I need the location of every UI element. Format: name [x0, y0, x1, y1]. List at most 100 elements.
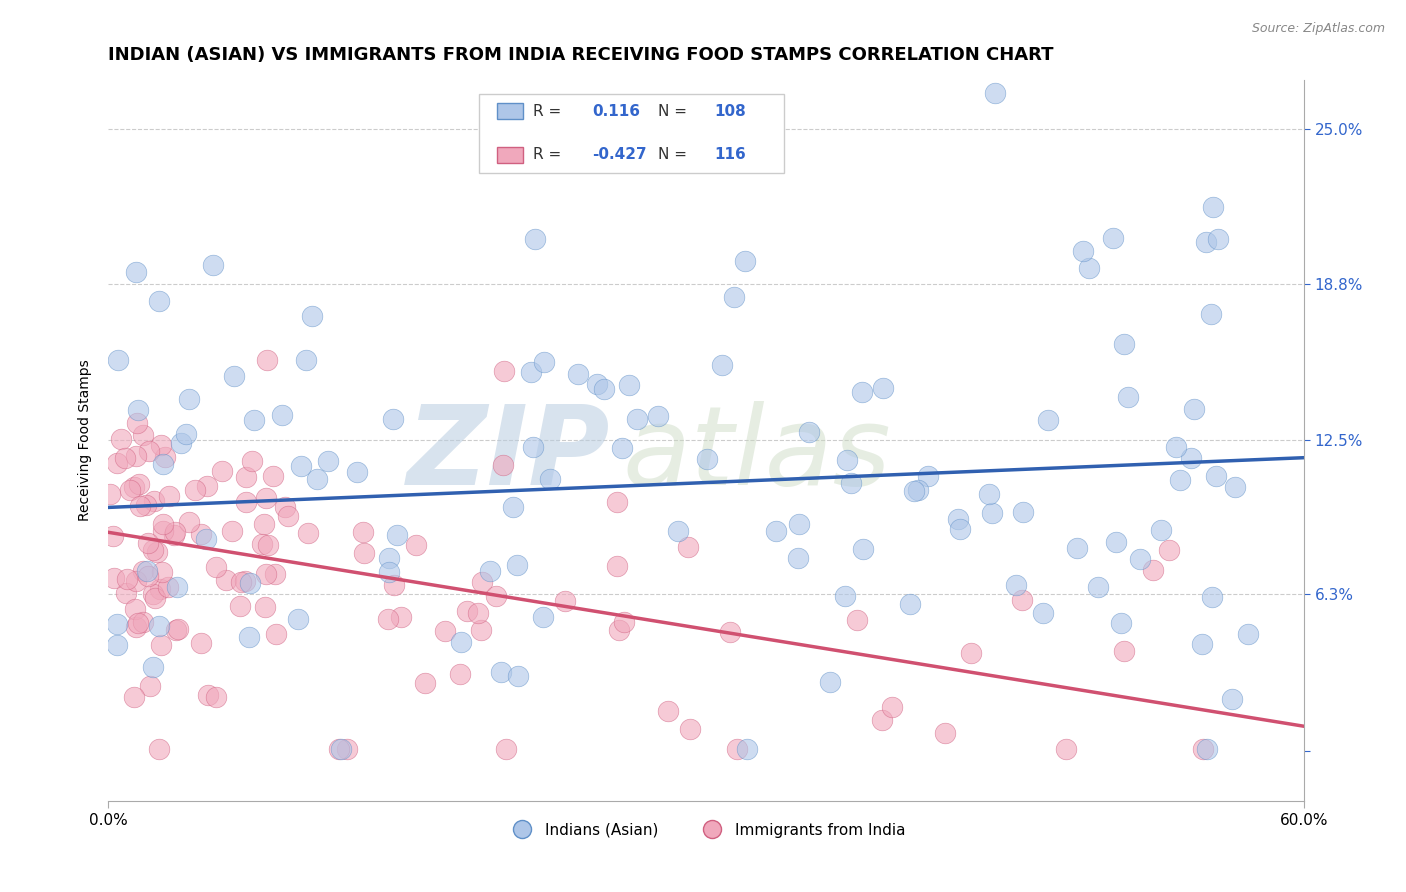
Point — [125, 450, 148, 464]
Point — [567, 367, 589, 381]
Text: 0.116: 0.116 — [592, 103, 641, 119]
Point — [538, 472, 561, 486]
Point — [983, 86, 1005, 100]
Point — [485, 590, 508, 604]
Point — [787, 550, 810, 565]
Point — [336, 741, 359, 756]
Point — [157, 580, 180, 594]
Point — [328, 741, 350, 756]
Point — [696, 452, 718, 467]
Point — [492, 458, 515, 472]
Point — [197, 689, 219, 703]
Point — [195, 479, 218, 493]
FancyBboxPatch shape — [496, 147, 523, 162]
Point — [136, 564, 159, 578]
Point — [377, 612, 399, 626]
Point — [592, 382, 614, 396]
FancyBboxPatch shape — [496, 103, 523, 120]
Point — [1180, 450, 1202, 465]
Point — [1105, 535, 1128, 549]
Point — [353, 546, 375, 560]
Point — [1195, 741, 1218, 756]
Point — [124, 479, 146, 493]
Point — [489, 665, 512, 679]
Point — [1036, 413, 1059, 427]
Point — [256, 567, 278, 582]
Point — [519, 365, 541, 379]
Point — [128, 499, 150, 513]
Point — [229, 575, 252, 590]
Point — [101, 528, 124, 542]
Point — [190, 527, 212, 541]
Point — [176, 427, 198, 442]
Point — [148, 741, 170, 756]
Point — [934, 726, 956, 740]
Point — [492, 364, 515, 378]
Point — [960, 646, 983, 660]
Point — [139, 679, 162, 693]
Point — [127, 402, 149, 417]
Point — [105, 616, 128, 631]
Point — [1118, 390, 1140, 404]
Point — [1054, 741, 1077, 756]
Point — [1142, 564, 1164, 578]
Point — [1205, 469, 1227, 483]
Point — [127, 416, 149, 430]
Point — [1011, 592, 1033, 607]
Point — [125, 620, 148, 634]
Point — [523, 232, 546, 246]
Point — [155, 450, 177, 464]
Point — [1182, 402, 1205, 417]
Point — [124, 602, 146, 616]
Text: INDIAN (ASIAN) VS IMMIGRANTS FROM INDIA RECEIVING FOOD STAMPS CORRELATION CHART: INDIAN (ASIAN) VS IMMIGRANTS FROM INDIA … — [108, 46, 1053, 64]
Point — [105, 638, 128, 652]
Point — [215, 573, 238, 587]
Point — [382, 412, 405, 426]
Text: R =: R = — [533, 103, 561, 119]
Point — [1201, 307, 1223, 321]
Point — [1114, 644, 1136, 658]
Point — [1129, 551, 1152, 566]
Point — [1032, 606, 1054, 620]
Point — [456, 604, 478, 618]
Point — [177, 516, 200, 530]
Point — [166, 580, 188, 594]
Point — [142, 660, 165, 674]
Point — [256, 353, 278, 368]
Point — [238, 630, 260, 644]
Point — [253, 517, 276, 532]
Point — [607, 623, 630, 637]
Point — [1206, 232, 1229, 246]
Point — [1157, 543, 1180, 558]
Point — [841, 475, 863, 490]
Point — [723, 290, 745, 304]
Point — [190, 636, 212, 650]
Point — [148, 619, 170, 633]
Point — [734, 254, 756, 268]
Point — [1220, 692, 1243, 706]
Point — [1192, 741, 1215, 756]
Point — [872, 381, 894, 395]
Point — [1071, 244, 1094, 258]
Point — [467, 606, 489, 620]
Point — [389, 610, 412, 624]
Point — [194, 532, 217, 546]
Point — [725, 741, 748, 756]
Point — [346, 465, 368, 479]
Point — [870, 713, 893, 727]
Point — [676, 540, 699, 554]
Point — [149, 438, 172, 452]
Point — [505, 558, 527, 572]
Point — [118, 483, 141, 497]
Point — [330, 741, 353, 756]
Point — [834, 589, 856, 603]
Point — [787, 517, 810, 532]
Point — [148, 293, 170, 308]
Point — [201, 258, 224, 272]
Point — [143, 591, 166, 605]
Point — [711, 358, 734, 372]
Point — [294, 352, 316, 367]
Point — [142, 494, 165, 508]
Point — [125, 265, 148, 279]
Point — [307, 473, 329, 487]
